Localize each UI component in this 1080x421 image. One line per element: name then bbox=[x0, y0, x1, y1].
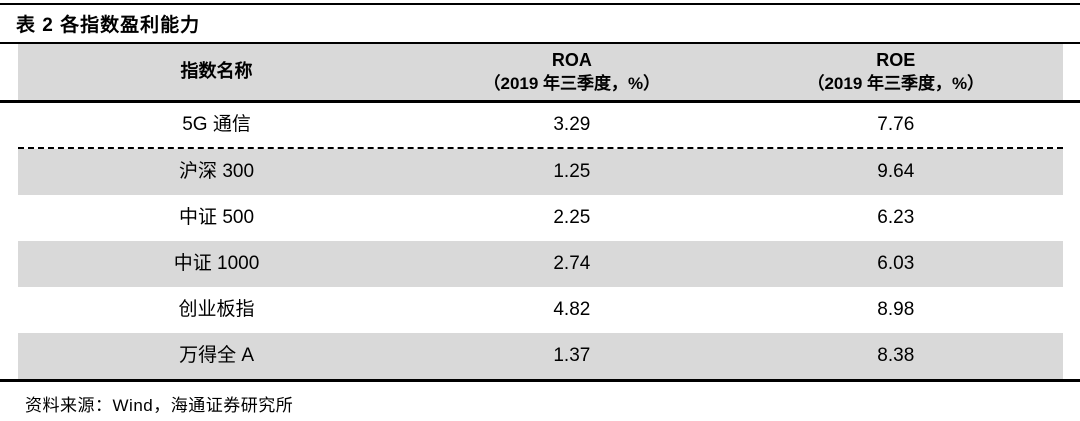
header-sublabel: （2019 年三季度，%） bbox=[807, 73, 985, 93]
header-sublabel: （2019 年三季度，%） bbox=[483, 73, 661, 93]
cell-index-name: 万得全 A bbox=[179, 344, 255, 366]
cell-roa: 2.74 bbox=[553, 252, 591, 274]
cell-roa: 1.25 bbox=[553, 160, 591, 182]
cell-index-name: 5G 通信 bbox=[182, 113, 251, 135]
cell-roa: 4.82 bbox=[553, 298, 591, 320]
top-rule bbox=[0, 3, 1080, 5]
cell-roa: 1.37 bbox=[553, 344, 591, 366]
table-row: 中证 1000 2.74 6.03 bbox=[18, 241, 1063, 287]
cell-index-name: 中证 500 bbox=[179, 206, 255, 228]
bottom-rule bbox=[0, 379, 1080, 382]
table-row: 沪深 300 1.25 9.64 bbox=[18, 149, 1063, 195]
profitability-table: 指数名称 ROA （2019 年三季度，%） ROE （2019 年三季度，%）… bbox=[0, 44, 1080, 382]
title-divider-rule bbox=[0, 42, 1080, 44]
table-row: 中证 500 2.25 6.23 bbox=[18, 195, 1063, 241]
table-title: 表 2 各指数盈利能力 bbox=[16, 15, 201, 36]
column-header-roe: ROE （2019 年三季度，%） bbox=[729, 44, 1063, 100]
cell-roa: 3.29 bbox=[553, 113, 591, 135]
cell-index-name: 创业板指 bbox=[178, 298, 255, 320]
column-header-roa: ROA （2019 年三季度，%） bbox=[415, 44, 729, 100]
column-header-index-name: 指数名称 bbox=[18, 44, 415, 100]
source-note: 资料来源：Wind，海通证券研究所 bbox=[25, 396, 294, 415]
table-row: 创业板指 4.82 8.98 bbox=[18, 287, 1063, 333]
cell-roe: 7.76 bbox=[877, 113, 915, 135]
header-label: 指数名称 bbox=[180, 61, 253, 82]
cell-index-name: 中证 1000 bbox=[173, 252, 260, 274]
table-row: 万得全 A 1.37 8.38 bbox=[18, 333, 1063, 379]
cell-roe: 9.64 bbox=[877, 160, 915, 182]
header-label: ROA bbox=[551, 50, 592, 71]
table-row: 5G 通信 3.29 7.76 bbox=[18, 103, 1063, 149]
cell-roe: 8.38 bbox=[877, 344, 915, 366]
cell-roe: 6.23 bbox=[877, 206, 915, 228]
cell-roe: 8.98 bbox=[877, 298, 915, 320]
cell-roa: 2.25 bbox=[553, 206, 591, 228]
header-divider-rule bbox=[0, 100, 1080, 103]
table-header-row: 指数名称 ROA （2019 年三季度，%） ROE （2019 年三季度，%） bbox=[18, 44, 1063, 100]
header-label: ROE bbox=[876, 50, 916, 71]
cell-roe: 6.03 bbox=[877, 252, 915, 274]
cell-index-name: 沪深 300 bbox=[179, 160, 255, 182]
